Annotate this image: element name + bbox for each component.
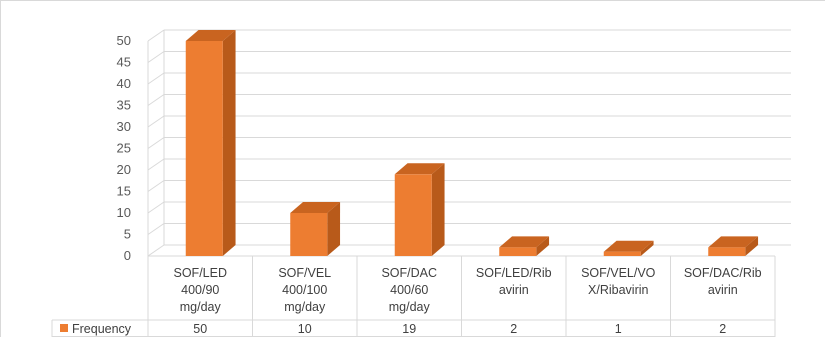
category-label: SOF/LED — [174, 266, 228, 280]
gridline-side — [147, 244, 165, 257]
gridline-side — [147, 51, 165, 63]
data-table-value: 50 — [193, 322, 207, 336]
gridline-side — [147, 72, 165, 85]
y-tick-label: 0 — [124, 248, 131, 263]
category-label: X/Ribavirin — [588, 283, 648, 297]
gridline-side — [147, 223, 165, 235]
gridline-side — [147, 115, 165, 128]
legend-swatch — [60, 324, 68, 332]
bar — [290, 213, 328, 256]
y-tick-label: 30 — [117, 119, 131, 134]
gridline-side — [147, 180, 165, 192]
y-tick-label: 10 — [117, 205, 131, 220]
data-table-value: 19 — [402, 322, 416, 336]
category-label: SOF/DAC — [381, 266, 437, 280]
bar-top — [394, 163, 445, 175]
bar-side — [640, 240, 654, 256]
category-label: avirin — [708, 283, 738, 297]
gridline-side — [147, 201, 165, 214]
gridline-side — [147, 94, 165, 106]
bar-side — [536, 236, 550, 256]
y-tick-label: 50 — [117, 33, 131, 48]
category-label: mg/day — [389, 300, 431, 314]
y-tick-label: 25 — [117, 141, 131, 156]
category-label: 400/60 — [390, 283, 428, 297]
series-name: Frequency — [72, 322, 132, 336]
bar-top — [185, 30, 236, 41]
bar-side — [327, 202, 341, 256]
y-tick-label: 15 — [117, 184, 131, 199]
bar-top — [708, 236, 759, 248]
bar-top — [603, 240, 654, 252]
category-label: mg/day — [284, 300, 326, 314]
data-table-value: 1 — [615, 322, 622, 336]
data-table-value: 2 — [719, 322, 726, 336]
y-tick-label: 5 — [124, 227, 131, 242]
category-label: 400/100 — [282, 283, 327, 297]
bar — [394, 174, 432, 256]
category-label: mg/day — [180, 300, 222, 314]
y-tick-label: 35 — [117, 98, 131, 113]
category-label: avirin — [499, 283, 529, 297]
y-tick-label: 20 — [117, 162, 131, 177]
bar — [185, 41, 223, 256]
bar-side — [431, 163, 445, 256]
bar — [708, 247, 746, 256]
data-table-value: 10 — [298, 322, 312, 336]
category-label: SOF/VEL/VO — [581, 266, 656, 280]
bar-side — [745, 236, 759, 256]
y-tick-label: 40 — [117, 76, 131, 91]
bar-top — [290, 202, 341, 213]
y-tick-label: 45 — [117, 55, 131, 70]
category-label: 400/90 — [181, 283, 219, 297]
category-label: SOF/DAC/Rib — [684, 266, 762, 280]
gridline-side — [147, 29, 165, 42]
bar-top — [499, 236, 550, 248]
category-label: SOF/VEL — [278, 266, 331, 280]
bar-side — [222, 30, 236, 256]
data-table-value: 2 — [510, 322, 517, 336]
bar — [603, 251, 641, 256]
category-label: SOF/LED/Rib — [476, 266, 552, 280]
gridline-side — [147, 158, 165, 171]
bar — [499, 247, 537, 256]
gridline-side — [147, 137, 165, 149]
